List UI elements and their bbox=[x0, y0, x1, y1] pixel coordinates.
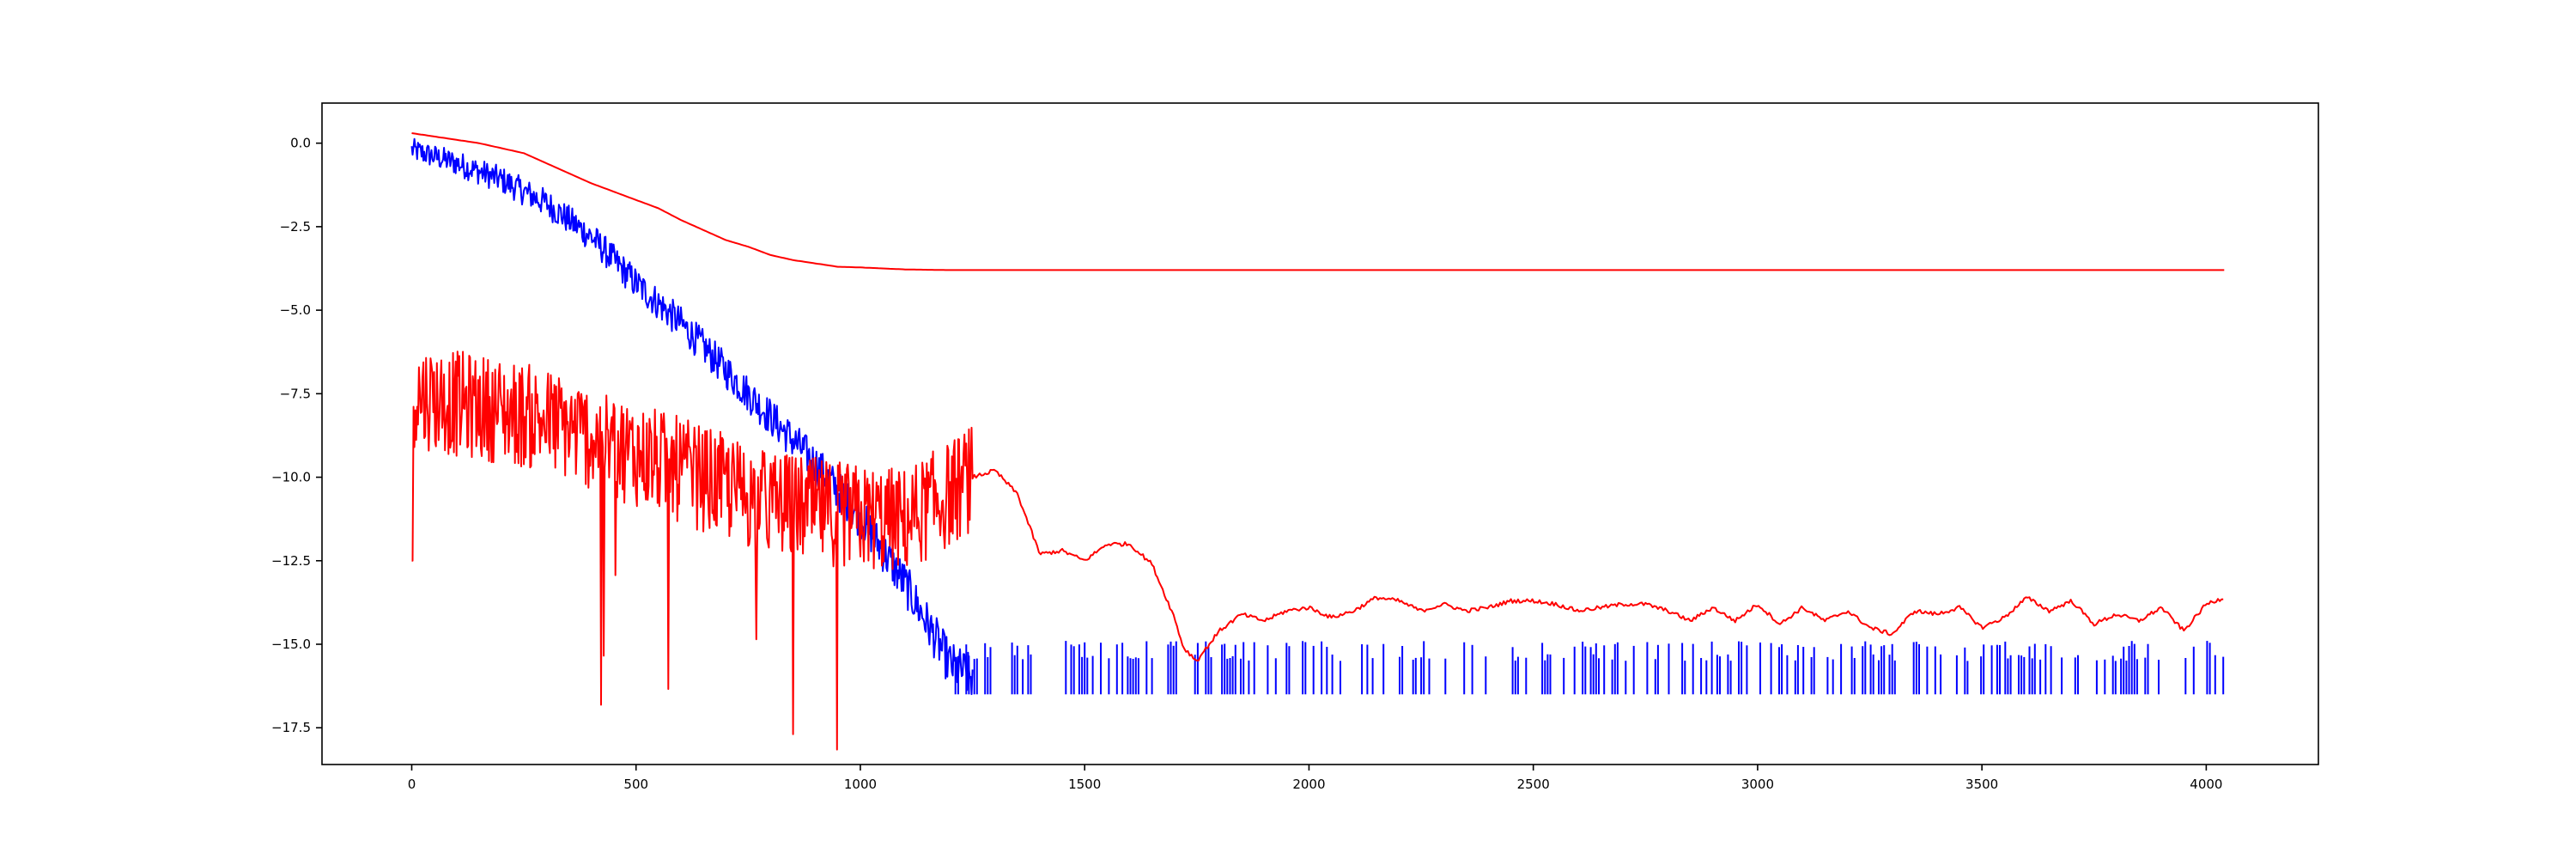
y-axis: 0.0 −2.5 −5.0 −7.5 −10.0 −12.5 −15.0 −17.5 bbox=[271, 136, 322, 735]
x-axis: 0 500 1000 1500 2000 2500 3000 3500 4000 bbox=[408, 765, 2222, 792]
y-tick-label: 0.0 bbox=[290, 136, 311, 151]
y-tick-label: −2.5 bbox=[280, 219, 311, 235]
y-tick-label: −12.5 bbox=[271, 553, 311, 569]
y-tick-label: −17.5 bbox=[271, 720, 311, 735]
series-line-2 bbox=[410, 137, 974, 696]
y-tick-label: −5.0 bbox=[280, 302, 311, 318]
series-2-floor-segments bbox=[954, 641, 2225, 695]
x-tick-label: 0 bbox=[408, 777, 416, 792]
series-line-1 bbox=[411, 132, 2225, 271]
x-tick-label: 2000 bbox=[1292, 777, 1325, 792]
y-tick-label: −15.0 bbox=[271, 637, 311, 652]
plot-frame bbox=[321, 102, 2319, 765]
x-tick-label: 1500 bbox=[1068, 777, 1101, 792]
y-tick-label: −10.0 bbox=[271, 470, 311, 485]
axes-layer bbox=[321, 102, 2319, 765]
x-tick-label: 500 bbox=[623, 777, 648, 792]
x-tick-label: 4000 bbox=[2190, 777, 2222, 792]
y-tick-label: −7.5 bbox=[280, 386, 311, 401]
x-tick-label: 3000 bbox=[1741, 777, 1774, 792]
series-line-3 bbox=[411, 350, 2224, 751]
x-tick-label: 1000 bbox=[844, 777, 877, 792]
x-tick-label: 2500 bbox=[1517, 777, 1550, 792]
series-layer bbox=[410, 132, 2225, 751]
x-tick-label: 3500 bbox=[1965, 777, 1998, 792]
